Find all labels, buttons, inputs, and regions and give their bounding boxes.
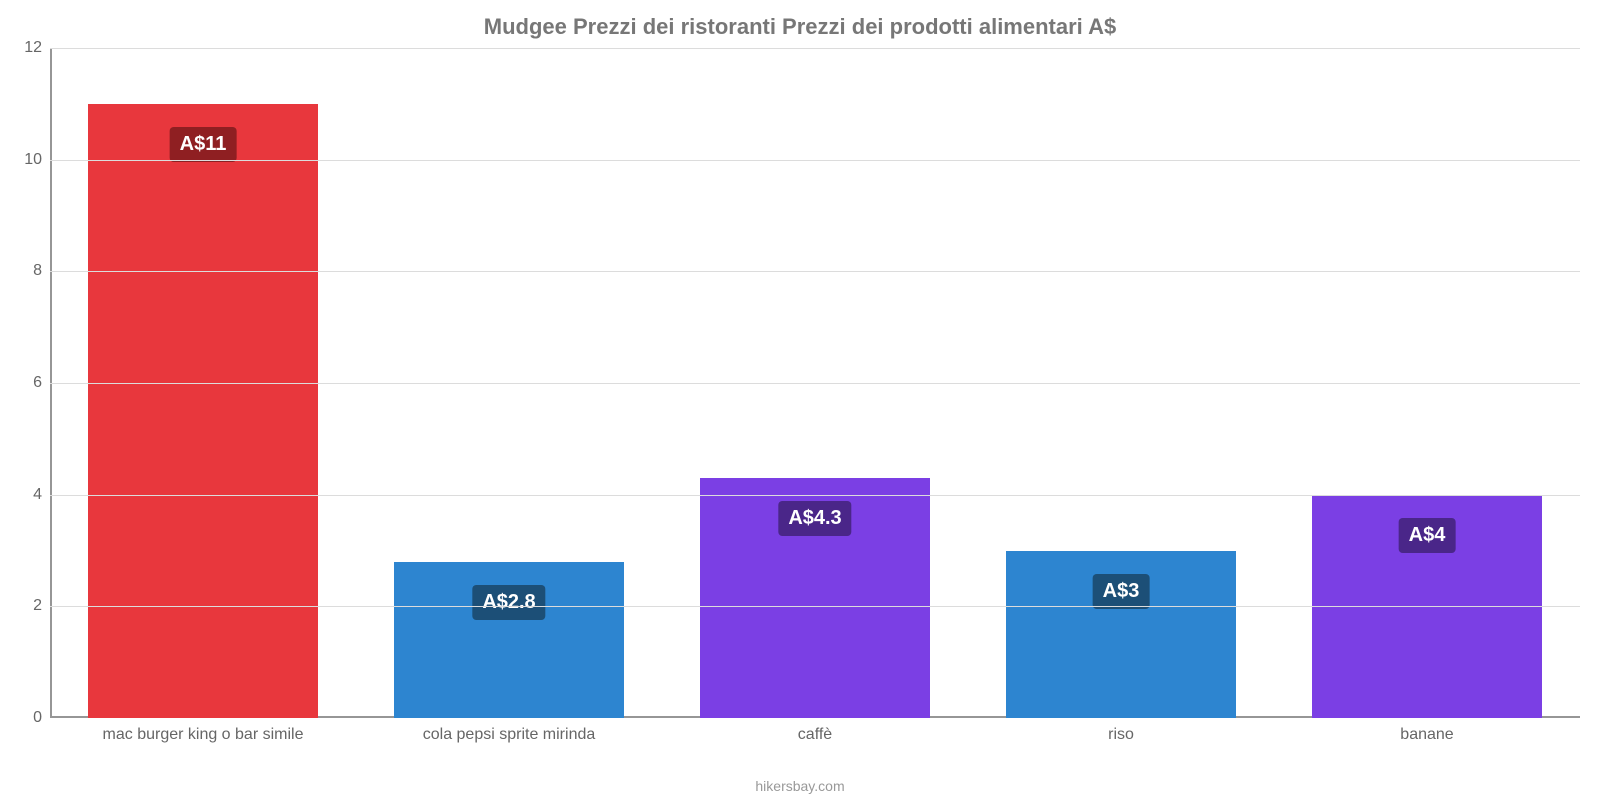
x-tick-label: banane [1297, 726, 1557, 744]
grid-line [50, 383, 1580, 384]
y-tick-label: 2 [33, 597, 42, 615]
y-tick-label: 6 [33, 374, 42, 392]
bar: A$4.3 [700, 478, 930, 718]
value-badge: A$4 [1399, 518, 1456, 553]
y-tick-label: 4 [33, 486, 42, 504]
x-tick-label: caffè [685, 726, 945, 744]
x-tick-label: riso [991, 726, 1251, 744]
value-badge: A$2.8 [472, 585, 545, 620]
grid-line [50, 160, 1580, 161]
value-badge: A$11 [170, 127, 237, 162]
plot-area: A$11mac burger king o bar simileA$2.8col… [50, 48, 1580, 718]
grid-line [50, 495, 1580, 496]
credit-text: hikersbay.com [0, 778, 1600, 794]
value-badge: A$4.3 [778, 501, 851, 536]
bar: A$11 [88, 104, 318, 718]
grid-line [50, 606, 1580, 607]
chart-title: Mudgee Prezzi dei ristoranti Prezzi dei … [0, 0, 1600, 40]
x-tick-label: cola pepsi sprite mirinda [379, 726, 639, 744]
y-tick-label: 10 [24, 151, 42, 169]
bar: A$3 [1006, 551, 1236, 719]
grid-line [50, 48, 1580, 49]
value-badge: A$3 [1093, 574, 1150, 609]
y-tick-label: 0 [33, 709, 42, 727]
y-tick-label: 12 [24, 39, 42, 57]
x-tick-label: mac burger king o bar simile [73, 726, 333, 744]
grid-line [50, 271, 1580, 272]
bar: A$2.8 [394, 562, 624, 718]
y-tick-label: 8 [33, 262, 42, 280]
